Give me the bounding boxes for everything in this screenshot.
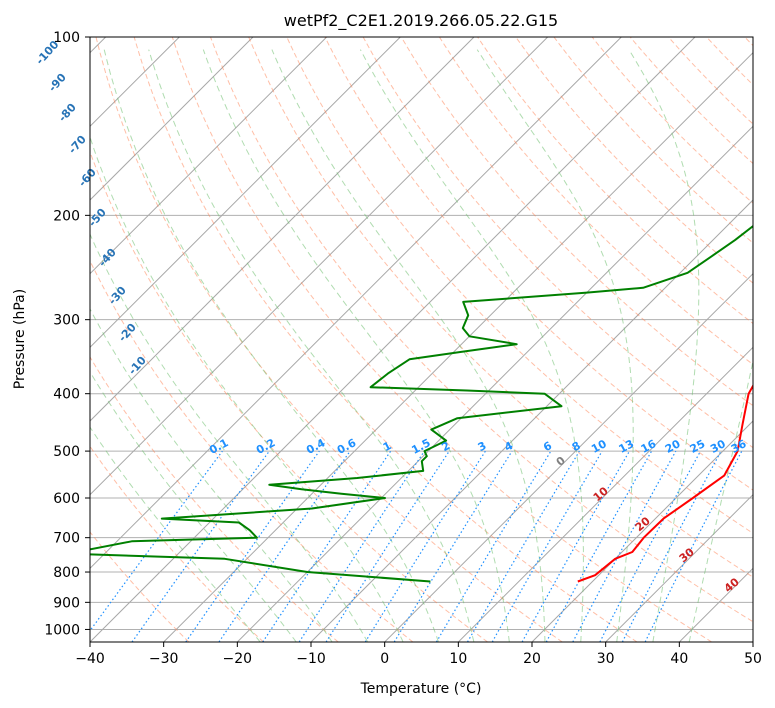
dry-adiabat-line xyxy=(286,37,753,534)
moist-adiabat-line xyxy=(90,308,333,642)
mixing-ratio-label: 36 xyxy=(729,437,749,456)
x-tick-label: −30 xyxy=(149,651,179,667)
isotherm-line xyxy=(90,37,328,275)
dry-adiabat-line xyxy=(400,37,753,407)
mixing-ratio-label: 25 xyxy=(688,437,708,456)
y-tick-label: 600 xyxy=(53,491,80,507)
moist-adiabat-line xyxy=(90,232,369,642)
moist-adiabat-line xyxy=(476,49,634,642)
mixing-ratio-line xyxy=(545,450,653,642)
moist-adiabat-line xyxy=(202,49,510,642)
dry-adiabat-line xyxy=(90,259,414,642)
dry-adiabat-line xyxy=(438,37,753,366)
y-tick-label: 100 xyxy=(53,30,80,46)
dewpoint-profile-line xyxy=(90,224,753,583)
mixing-ratio-label: 13 xyxy=(617,437,637,456)
isotherm-line xyxy=(236,125,753,642)
dry-adiabat-line xyxy=(210,37,753,623)
x-tick-label: 0 xyxy=(380,651,389,667)
mixing-ratio-label: 10 xyxy=(589,437,609,456)
series-lines xyxy=(90,224,753,583)
isotherm-line xyxy=(90,37,549,496)
y-tick-label: 900 xyxy=(53,595,80,611)
moist-adiabat-line xyxy=(90,370,297,642)
x-axis-label: Temperature (°C) xyxy=(360,681,482,697)
x-tick-label: −40 xyxy=(75,651,105,667)
y-axis-label: Pressure (hPa) xyxy=(12,289,28,389)
mixing-ratio-line xyxy=(262,450,392,642)
isotherm-line xyxy=(163,51,753,642)
mixing-ratio-line xyxy=(298,450,425,642)
isotherm-line xyxy=(90,37,475,422)
dry-adiabat-line xyxy=(362,37,753,449)
mixing-ratio-label: 30 xyxy=(708,437,728,456)
temperature-profile-line xyxy=(577,383,753,583)
dry-adiabat-line xyxy=(629,37,753,165)
axes: −40 −30 −20 −10 0 10 20 30 40 50 100 200 300 400 500 60… xyxy=(44,30,762,667)
x-tick-label: 20 xyxy=(523,651,541,667)
mixing-ratio-line xyxy=(218,450,351,642)
isotherm-line xyxy=(90,37,622,570)
moist-adiabat-line xyxy=(148,49,475,642)
moist-adiabat-line xyxy=(628,49,700,642)
mixing-ratio-line xyxy=(325,450,450,642)
x-tick-label: 30 xyxy=(597,651,615,667)
mixing-ratio-label: 16 xyxy=(639,437,659,456)
isotherm-line xyxy=(90,37,401,349)
dry-adiabat-line xyxy=(90,150,488,642)
y-tick-label: 700 xyxy=(53,531,80,547)
plot-frame xyxy=(89,36,754,643)
moist-adiabat-line xyxy=(90,135,404,642)
y-tick-label: 400 xyxy=(53,387,80,403)
dry-adiabat-line xyxy=(248,37,753,578)
dry-adiabat-line xyxy=(591,37,753,204)
dry-adiabat-line xyxy=(90,531,190,642)
mixing-ratio-line xyxy=(393,450,513,642)
dry-adiabat-line xyxy=(324,37,753,491)
isotherm-line xyxy=(90,37,254,201)
isotherm-line xyxy=(531,420,753,642)
x-tick-label: 10 xyxy=(449,651,467,667)
isotherm-line xyxy=(384,272,753,642)
isotherm-line xyxy=(605,493,753,642)
y-tick-label: 300 xyxy=(53,313,80,329)
x-tick-label: 50 xyxy=(744,651,762,667)
x-tick-label: 40 xyxy=(670,651,688,667)
mixing-ratio-line xyxy=(644,450,743,642)
dry-adiabat-line xyxy=(515,37,753,284)
moist-adiabat-line xyxy=(688,358,753,642)
dry-adiabat-line xyxy=(133,37,638,642)
x-tick-label: −10 xyxy=(296,651,326,667)
mixing-ratio-line xyxy=(90,450,223,632)
mixing-ratio-line xyxy=(185,450,320,642)
mixing-ratio-line xyxy=(572,450,677,642)
background-lines xyxy=(90,37,753,642)
moist-adiabat-line xyxy=(103,49,439,642)
mixing-ratio-line xyxy=(131,450,270,642)
chart-title: wetPf2_C2E1.2019.266.05.22.G15 xyxy=(284,11,558,31)
y-tick-label: 1000 xyxy=(44,622,80,638)
isotherm-line xyxy=(457,346,753,642)
x-tick-label: −20 xyxy=(223,651,253,667)
y-tick-label: 800 xyxy=(53,565,80,581)
moist-adiabat-line xyxy=(90,426,261,642)
y-tick-label: 200 xyxy=(53,208,80,224)
moist-adiabat-line xyxy=(271,49,546,642)
y-tick-label: 500 xyxy=(53,444,80,460)
mixing-ratio-label: 20 xyxy=(663,437,683,456)
isotherm-line xyxy=(90,37,696,642)
mixing-ratio-line xyxy=(521,450,631,642)
dry-adiabat-line xyxy=(90,356,339,642)
dry-adiabat-line xyxy=(171,37,712,642)
